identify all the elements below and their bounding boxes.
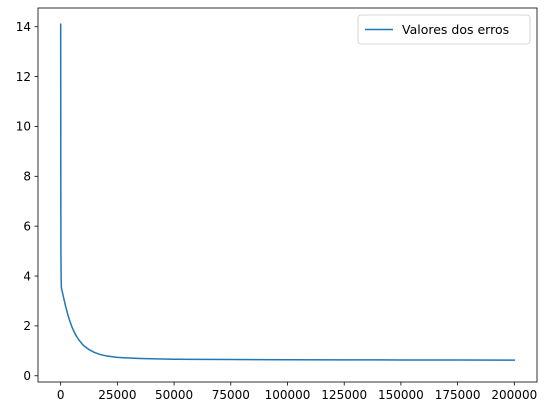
x-axis: 0 25000 50000 75000 100000 125000 150000 175000…: [57, 382, 537, 402]
y-axis: 0 2 4 6 8 10 12 14: [16, 20, 38, 383]
x-tick-label: 75000: [212, 388, 250, 402]
y-tick-label: 0: [23, 369, 31, 383]
y-tick-label: 4: [23, 269, 31, 283]
x-tick-label: 200000: [491, 388, 537, 402]
x-tick-label: 100000: [265, 388, 311, 402]
legend-label: Valores dos erros: [402, 22, 509, 37]
x-tick-label: 25000: [98, 388, 136, 402]
y-tick-label: 12: [16, 70, 31, 84]
axes-frame: [37, 7, 538, 383]
x-tick-label: 175000: [435, 388, 481, 402]
y-tick-label: 10: [16, 120, 31, 134]
x-tick-label: 50000: [155, 388, 193, 402]
series-line-valores-dos-erros: [59, 23, 516, 361]
x-tick-label: 150000: [378, 388, 424, 402]
legend: Valores dos erros: [357, 14, 531, 45]
y-tick-label: 14: [16, 20, 31, 34]
y-tick-label: 2: [23, 319, 31, 333]
y-tick-label: 6: [23, 219, 31, 233]
y-tick-label: 8: [23, 170, 31, 184]
legend-box: [357, 14, 531, 45]
plot-area: [59, 23, 516, 361]
x-tick-label: 0: [57, 388, 65, 402]
x-tick-label: 125000: [321, 388, 367, 402]
